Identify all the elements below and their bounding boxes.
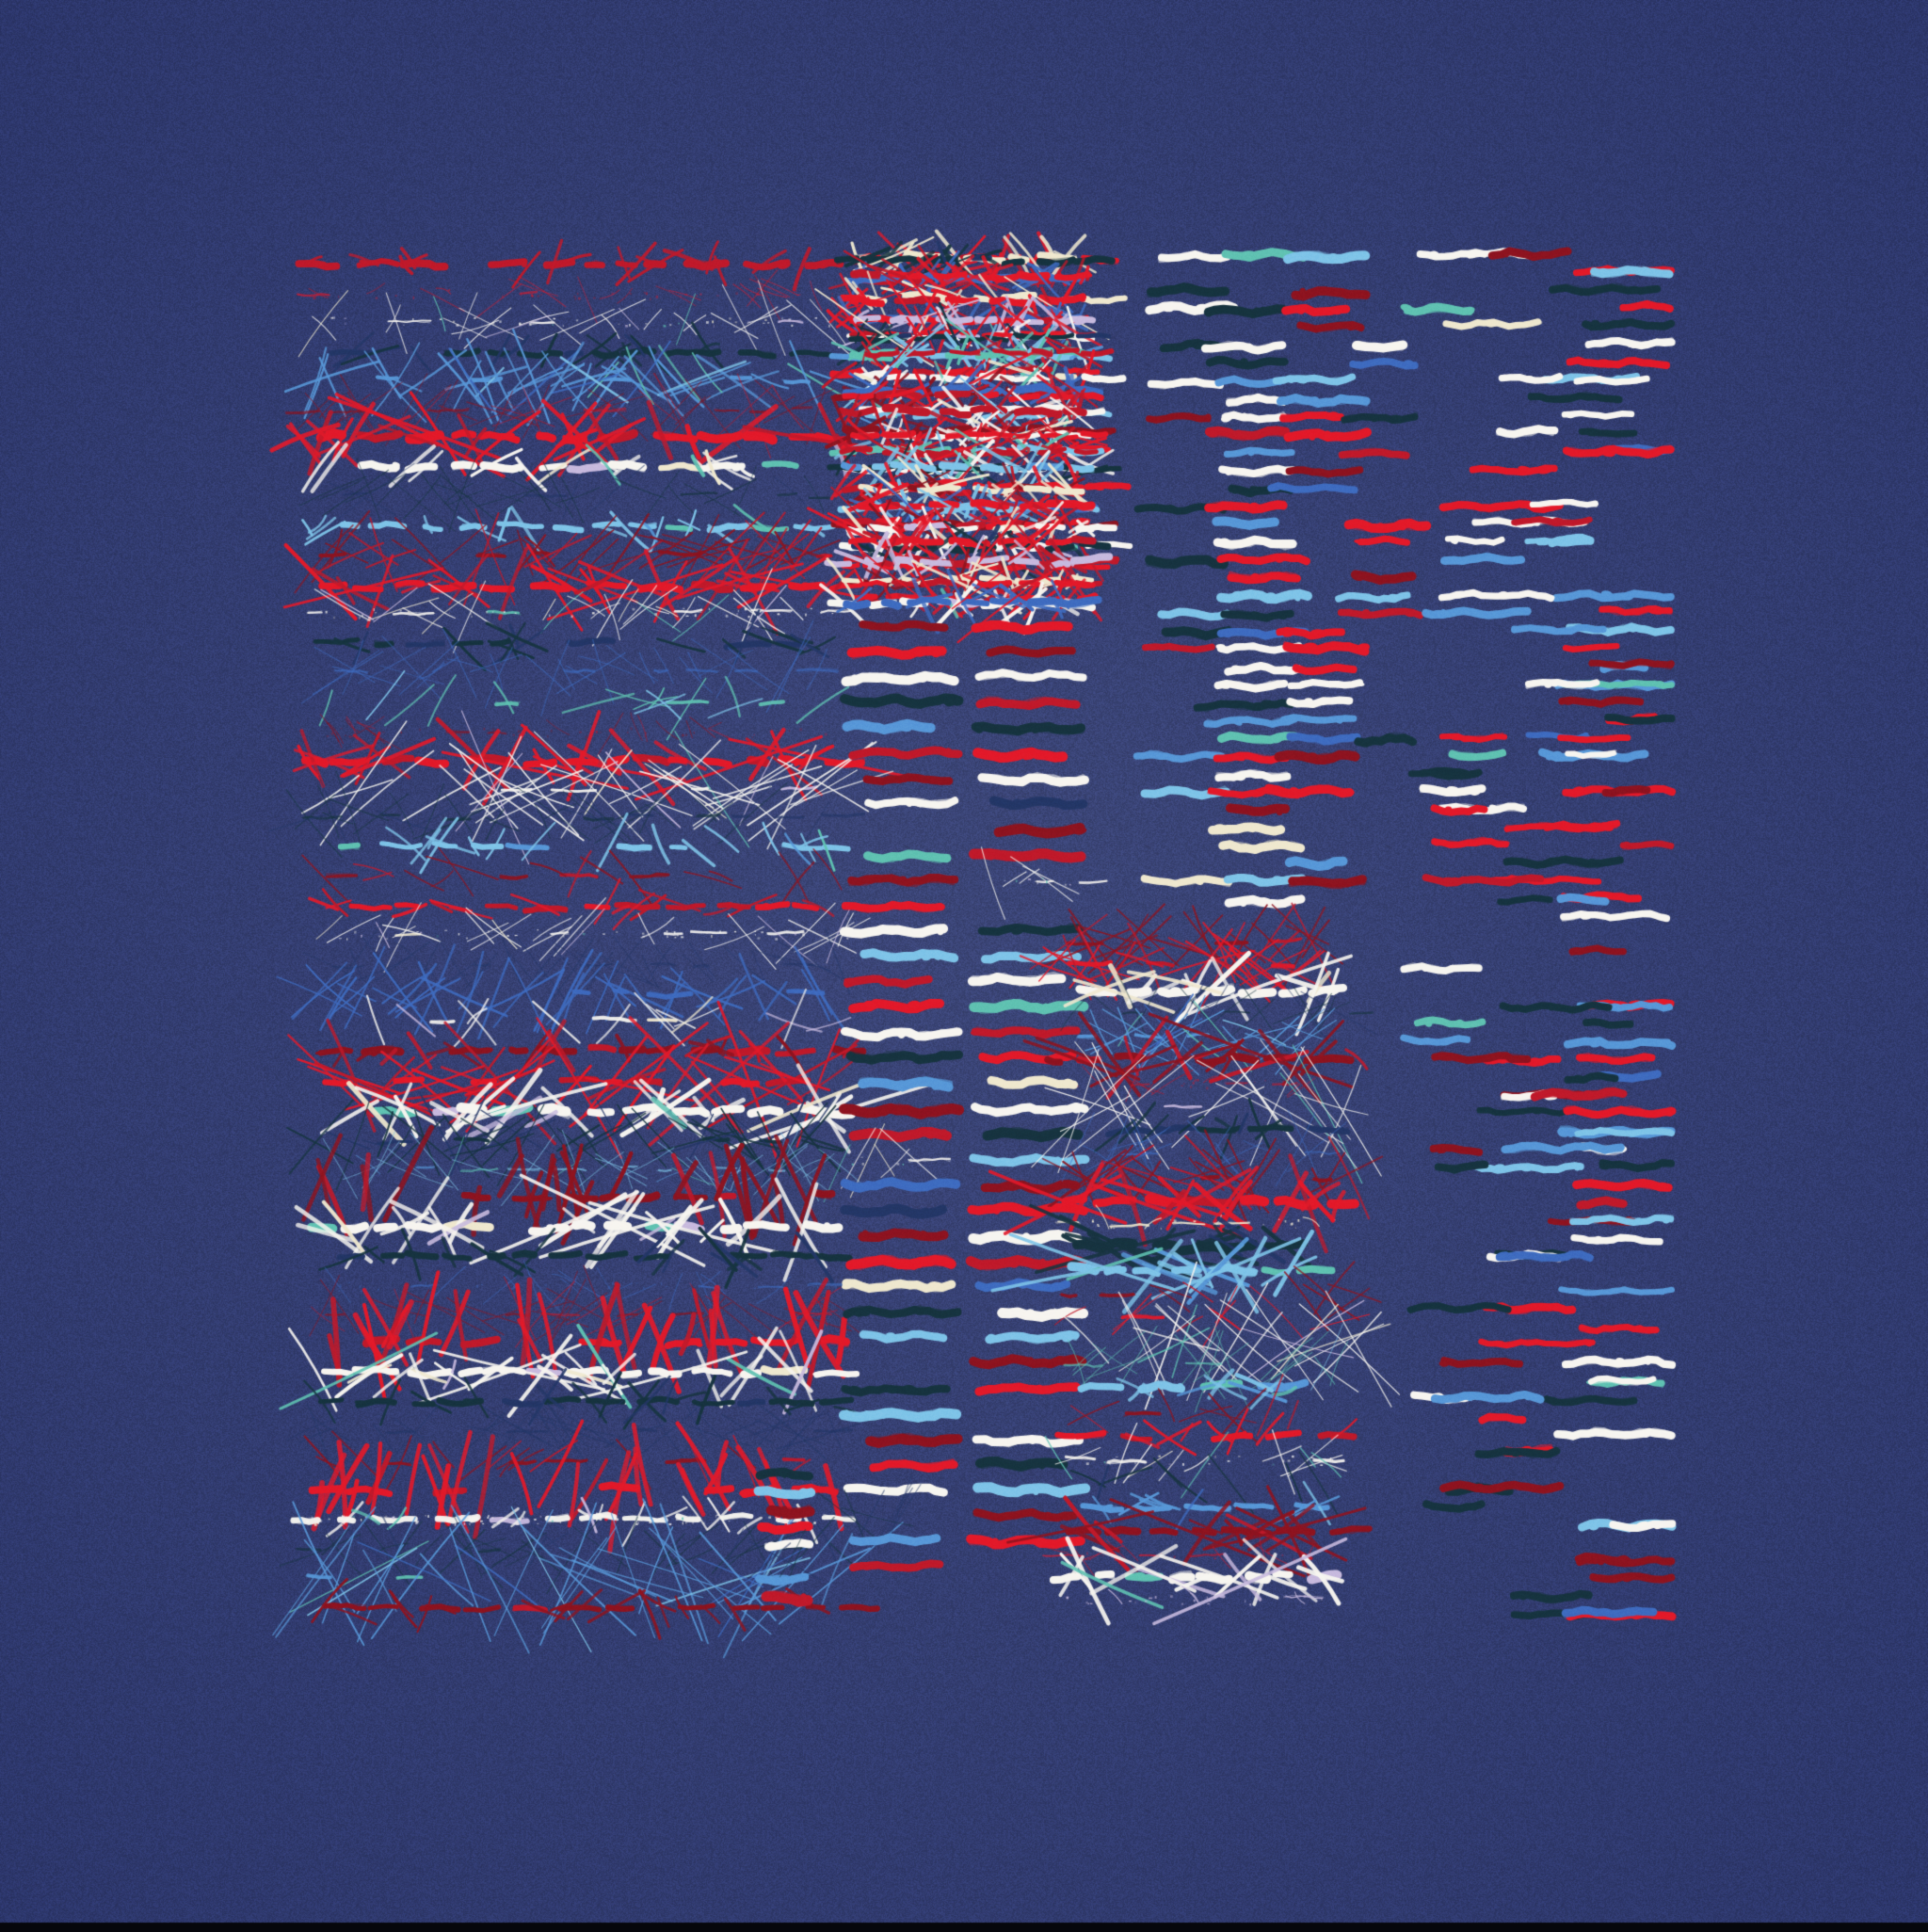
artwork-stage (0, 0, 1928, 1932)
scribble-artwork-canvas (0, 0, 1928, 1932)
